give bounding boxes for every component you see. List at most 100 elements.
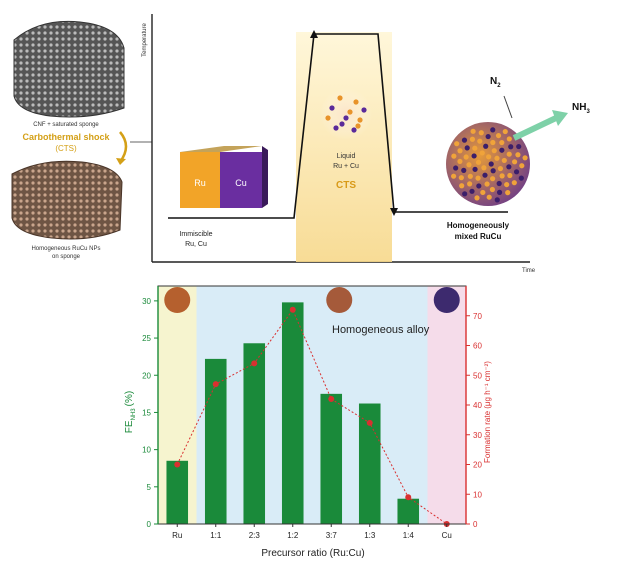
sphere-particle [457,158,463,165]
left-tick-label: 5 [147,483,152,492]
x-tick-label: 2:3 [249,531,261,540]
right-tick-label: 60 [473,342,482,351]
synthesis-schematic: CNF + saturated sponge Carbothermal shoc… [11,14,590,274]
right-tick-label: 50 [473,371,482,380]
sphere-particle [507,172,513,179]
rate-point [289,306,296,313]
chart-y-left-label: FENH3(%) [124,391,137,433]
alloy-swatches [164,287,460,313]
liquid-atom [355,123,361,129]
sphere-particle [490,168,496,174]
chart-bars [166,302,420,524]
sphere-particle [486,194,492,200]
sphere-particle [481,165,487,171]
sphere-particle [463,154,469,160]
right-tick-label: 40 [473,401,482,410]
sphere-particle [504,181,510,188]
cts-glow-region [296,32,392,262]
right-tick-label: 70 [473,312,482,321]
sphere-particle [474,195,480,201]
rate-point [174,461,181,468]
sphere-particle [496,180,502,187]
nh3-arrow-icon [512,115,558,141]
sponge-bottom-caption-line1: Homogeneous RuCu NPs [31,246,100,252]
sphere-particle [475,175,481,181]
right-tick-label: 0 [473,520,478,529]
liquid-atom [337,95,343,101]
sphere-particle [522,155,528,161]
liquid-atoms [325,95,367,133]
liquid-atom [361,107,367,113]
sphere-particle [469,136,476,142]
sponge-top-caption: CNF + saturated sponge [33,122,99,128]
sphere-particle [495,132,502,139]
nh3-arrowhead-icon [552,110,568,126]
n2-pointer-line [503,95,513,119]
sphere-particle [491,148,497,154]
x-tick-label: 1:1 [210,531,222,540]
chart-x-axis-label: Precursor ratio (Ru:Cu) [261,548,364,559]
rate-point [328,396,335,403]
alloy-swatch [326,287,353,313]
fe-bar [397,498,420,524]
immiscible-label-line1: Immiscible [179,231,212,238]
sphere-particle [461,167,467,173]
sphere-particle [506,151,512,157]
sphere-particle [454,141,460,147]
sphere-particle [497,165,504,172]
sphere-particle [484,181,490,187]
sphere-particle [490,139,496,146]
sphere-particle [457,148,463,154]
chart-y-right-label: Formation rate (μg h⁻¹ cm⁻²) [483,361,492,463]
sphere-particle [470,128,476,134]
homogeneous-label-line1: Homogeneously [447,221,510,230]
sphere-particle [453,165,459,171]
sphere-particle [461,137,468,143]
immiscible-label-line2: Ru, Cu [185,241,207,248]
sponge-bottom-image [11,160,123,240]
sphere-particle [483,143,489,149]
chart-background-regions [158,286,466,524]
rate-point [405,494,412,501]
block-ru-label: Ru [194,178,206,188]
nh3-label: NH3 [572,102,590,115]
block-cu-label: Cu [235,178,247,188]
fe-bar [243,343,266,524]
left-tick-label: 25 [142,334,151,343]
homogeneous-label-line2: mixed RuCu [455,232,502,241]
cts-label: CTS [336,180,356,191]
sphere-particle [508,144,514,150]
cu-swatch [433,287,460,313]
liquid-atom [329,105,335,111]
left-tick-label: 20 [142,371,151,380]
rate-point [212,381,219,388]
sphere-particle [506,136,512,142]
sphere-particle [494,155,500,161]
liquid-label-line1: Liquid [337,153,356,160]
ru-cu-block [180,146,268,208]
sphere-particle [451,173,457,179]
liquid-atom [347,109,353,115]
sphere-particle [501,157,507,164]
sphere-particle [499,173,505,179]
sphere-particle [502,128,508,135]
sphere-particle [476,183,482,189]
sphere-particle [477,138,483,144]
sponge-bottom-caption-line2: on sponge [52,254,81,260]
liquid-atom [325,115,331,121]
fe-bar [204,358,227,524]
sponge-top-image [13,20,125,118]
sphere-particle [451,153,457,159]
x-tick-label: 1:3 [364,531,376,540]
rate-polyline [176,308,448,525]
liquid-label-line2: Ru + Cu [333,163,359,170]
sphere-particle [466,162,472,168]
sphere-particle [475,159,482,165]
time-axis-label: Time [522,268,536,274]
sphere-particle [505,190,511,196]
sphere-particle [467,181,473,187]
left-tick-label: 10 [142,446,151,455]
sphere-particle [489,186,495,193]
sphere-particle [511,159,518,165]
